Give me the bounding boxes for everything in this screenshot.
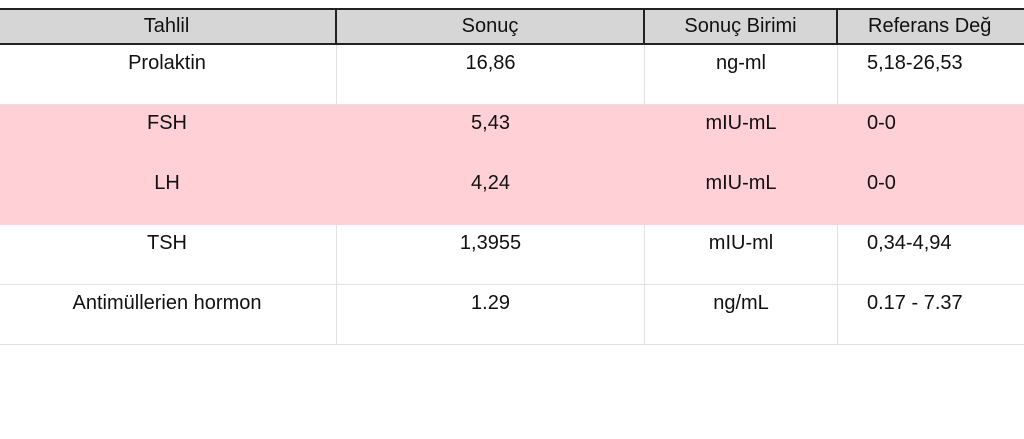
table-header: Tahlil Sonuç Sonuç Birimi Referans Değ xyxy=(0,8,1024,45)
cell-reference: 0.17 - 7.37 xyxy=(867,292,963,314)
cell-unit: ng-ml xyxy=(645,45,838,104)
cell-reference: 5,18-26,53 xyxy=(867,52,963,74)
cell-test: Prolaktin xyxy=(0,45,337,104)
cell-result: 5,43 xyxy=(337,105,645,164)
cell-test: Antimüllerien hormon xyxy=(0,285,337,344)
table-row: TSH 1,3955 mIU-ml 0,34-4,94 xyxy=(0,225,1024,285)
cell-reference: 0-0 xyxy=(867,172,896,194)
cell-result: 16,86 xyxy=(337,45,645,104)
cell-unit: mIU-mL xyxy=(645,165,838,224)
cell-unit: ng/mL xyxy=(645,285,838,344)
table-row: Prolaktin 16,86 ng-ml 5,18-26,53 xyxy=(0,45,1024,105)
header-reference: Referans Değ xyxy=(868,15,992,37)
cell-unit: mIU-mL xyxy=(645,105,838,164)
cell-test: FSH xyxy=(0,105,337,164)
cell-result: 1.29 xyxy=(337,285,645,344)
table-row: LH 4,24 mIU-mL 0-0 xyxy=(0,165,1024,225)
header-test: Tahlil xyxy=(0,10,337,43)
cell-reference: 0,34-4,94 xyxy=(867,232,952,254)
header-unit: Sonuç Birimi xyxy=(645,10,838,43)
cell-test: TSH xyxy=(0,225,337,284)
lab-results-table: Tahlil Sonuç Sonuç Birimi Referans Değ P… xyxy=(0,8,1024,345)
cell-unit: mIU-ml xyxy=(645,225,838,284)
cell-reference: 0-0 xyxy=(867,112,896,134)
cell-result: 1,3955 xyxy=(337,225,645,284)
header-result: Sonuç xyxy=(337,10,645,43)
table-row: Antimüllerien hormon 1.29 ng/mL 0.17 - 7.37 xyxy=(0,285,1024,345)
cell-test: LH xyxy=(0,165,337,224)
table-row: FSH 5,43 mIU-mL 0-0 xyxy=(0,105,1024,165)
cell-result: 4,24 xyxy=(337,165,645,224)
